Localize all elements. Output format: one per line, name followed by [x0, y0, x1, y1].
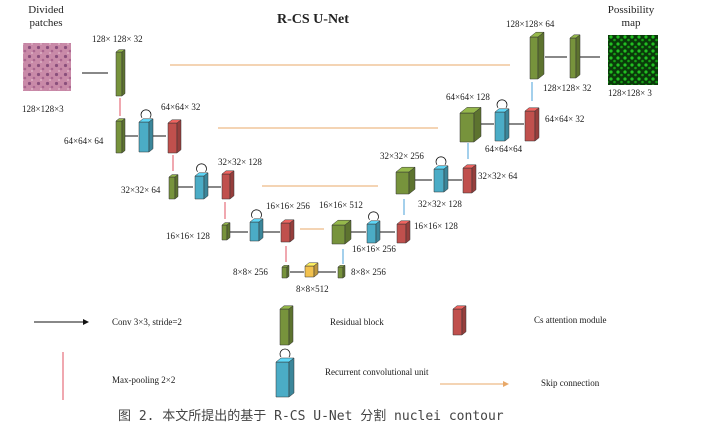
block-b1-residual: [281, 264, 290, 279]
block-e3-residual: [221, 222, 231, 241]
dim-b2: 8×8×512: [296, 284, 329, 294]
block-d1-recurrent: [494, 99, 510, 142]
block-d2-recurrent: [433, 156, 449, 193]
block-d1-residual: [459, 106, 482, 143]
block-d3-residual: [331, 219, 352, 245]
legend-skip-label: Skip connection: [541, 378, 600, 388]
dim-d2b: 32×32× 128: [418, 199, 462, 209]
block-e2-residual: [168, 174, 179, 200]
block-d0-residual: [529, 31, 545, 80]
dim-b1: 8×8× 256: [233, 267, 268, 277]
dim-e3b: 16×16× 128: [166, 231, 210, 241]
input-label: Divided patches: [28, 4, 64, 29]
block-e1-residual: [115, 118, 126, 154]
block-e0-residual: [115, 49, 126, 97]
legend-recurrent-label: Recurrent convolutional unit: [325, 367, 429, 377]
block-d1-cs: [524, 107, 540, 142]
dim-e1a: 64×64× 32: [161, 102, 201, 112]
possibility-map-image: [608, 35, 658, 85]
dim-d3c: 16×16× 128: [414, 221, 458, 231]
block-d0-output: [569, 34, 581, 79]
block-b2-bottleneck: [304, 262, 319, 278]
block-e2-recurrent: [194, 163, 209, 200]
block-d3-recurrent: [366, 211, 381, 244]
dim-e2b: 32×32× 64: [121, 185, 161, 195]
dim-e1b: 64×64× 64: [64, 136, 104, 146]
legend-cs-block: [452, 305, 467, 336]
block-d3-cs: [396, 220, 411, 244]
legend-recurrent-block: [275, 348, 295, 398]
diagram-title: R-CS U-Net: [277, 12, 349, 27]
block-e3-cs: [280, 219, 295, 243]
legend-cs-label: Cs attention module: [534, 315, 607, 325]
legend-conv-label: Conv 3×3, stride=2: [112, 317, 182, 327]
dim-d2a: 32×32× 256: [380, 151, 424, 161]
dim-d2c: 32×32× 64: [478, 171, 518, 181]
dim-e0: 128× 128× 32: [92, 34, 143, 44]
dim-d0b: 128×128× 32: [543, 83, 592, 93]
input-patch-image: [23, 43, 71, 91]
legend-residual-label: Residual block: [330, 317, 384, 327]
block-b3-residual: [337, 264, 346, 279]
dim-d1c: 64×64× 32: [545, 114, 585, 124]
block-e3-recurrent: [249, 209, 264, 242]
block-e1-cs: [167, 119, 182, 154]
dim-d3a: 16×16× 512: [319, 200, 363, 210]
dim-output: 128×128× 3: [608, 88, 652, 98]
legend-maxpool-label: Max-pooling 2×2: [112, 375, 176, 385]
block-d2-cs: [462, 164, 477, 194]
legend-residual-block: [279, 305, 294, 346]
dim-d1b: 64×64×64: [485, 144, 523, 154]
block-e1-recurrent: [138, 109, 154, 153]
dim-e3a: 16×16× 256: [266, 201, 310, 211]
dim-d1a: 64×64× 128: [446, 92, 490, 102]
dim-input: 128×128×3: [22, 104, 64, 114]
dim-d3b: 16×16× 256: [352, 244, 396, 254]
dim-d0a: 128×128× 64: [506, 19, 555, 29]
dim-b3: 8×8× 256: [351, 267, 386, 277]
block-d2-residual: [395, 166, 416, 195]
figure-caption: 图 2. 本文所提出的基于 R-CS U-Net 分割 nuclei conto…: [118, 409, 504, 424]
dim-e2a: 32×32× 128: [218, 157, 262, 167]
block-e2-cs: [221, 170, 235, 200]
output-label: Possibility map: [607, 4, 655, 29]
